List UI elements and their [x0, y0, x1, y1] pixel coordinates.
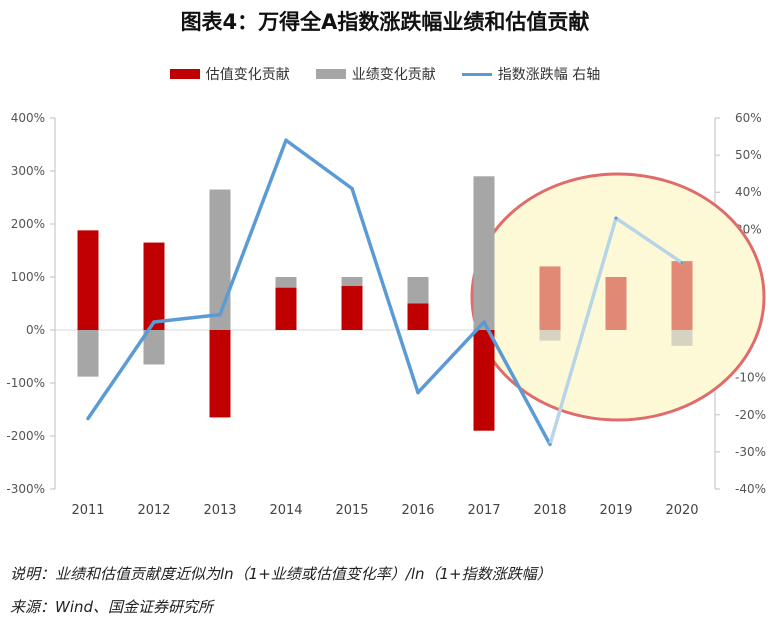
left-tick-label: 300%	[11, 164, 45, 178]
legend-item-earnings: 业绩变化贡献	[315, 64, 436, 84]
bar-earnings	[473, 176, 495, 330]
index-point	[680, 261, 684, 265]
legend: 估值变化贡献 业绩变化贡献 指数涨跌幅 右轴	[0, 64, 770, 84]
bar-valuation	[407, 303, 429, 330]
index-line-segment	[350, 186, 420, 395]
index-point	[350, 186, 354, 190]
index-line-segment	[152, 312, 222, 324]
index-point	[614, 216, 618, 220]
bar-valuation	[275, 287, 297, 330]
bar-earnings	[341, 277, 363, 287]
chart-source: 来源：Wind、国金证券研究所	[10, 598, 214, 616]
left-tick-label: 100%	[11, 270, 45, 284]
left-tick-label: -200%	[6, 429, 45, 443]
highlight-ellipse	[470, 172, 766, 422]
x-tick-label: 2017	[467, 503, 500, 518]
legend-item-index: 指数涨跌幅 右轴	[461, 64, 601, 84]
right-tick-label: -20%	[735, 408, 766, 422]
bar-earnings	[275, 277, 297, 288]
x-tick-label: 2016	[401, 503, 434, 518]
right-tick-label: -30%	[735, 445, 766, 459]
bar-valuation	[605, 277, 627, 330]
bar-valuation	[77, 230, 99, 330]
left-tick-label: 400%	[11, 111, 45, 125]
bar-valuation	[473, 330, 495, 431]
left-tick-label: -100%	[6, 376, 45, 390]
index-line-segment	[614, 216, 684, 265]
bar-earnings	[77, 330, 99, 377]
right-tick-label: -40%	[735, 482, 766, 496]
index-line-segment	[218, 138, 288, 317]
bar-valuation	[539, 266, 561, 330]
legend-label-index: 指数涨跌幅 右轴	[497, 67, 601, 83]
index-point	[482, 320, 486, 324]
x-tick-label: 2020	[665, 503, 698, 518]
index-line-segment	[482, 320, 552, 447]
index-point	[152, 320, 156, 324]
legend-label-earnings: 业绩变化贡献	[351, 67, 436, 83]
x-tick-label: 2018	[533, 503, 566, 518]
legend-swatch-valuation	[169, 69, 200, 79]
bar-earnings	[671, 330, 693, 346]
x-tick-label: 2019	[599, 503, 632, 518]
left-tick-label: 200%	[11, 217, 45, 231]
index-line-segment	[548, 216, 618, 447]
index-line-segment	[416, 320, 486, 395]
bar-earnings	[143, 330, 165, 365]
index-line-segment	[86, 320, 156, 421]
bar-earnings	[209, 189, 231, 330]
left-tick-label: -300%	[6, 482, 45, 496]
index-point	[218, 313, 222, 317]
right-tick-label: 50%	[735, 148, 762, 162]
bar-valuation	[143, 242, 165, 330]
index-point	[284, 138, 288, 142]
index-point	[416, 391, 420, 395]
index-point	[548, 442, 552, 446]
bar-valuation	[341, 286, 363, 330]
bar-earnings	[539, 330, 561, 341]
right-tick-label: 40%	[735, 185, 762, 199]
x-tick-label: 2011	[71, 503, 104, 518]
right-tick-label: 60%	[735, 111, 762, 125]
chart-title: 图表4：万得全A指数涨跌幅业绩和估值贡献	[180, 10, 590, 34]
left-tick-label: 0%	[26, 323, 45, 337]
bar-valuation	[671, 261, 693, 330]
index-line-segment	[284, 138, 354, 191]
bar-valuation	[209, 330, 231, 418]
legend-item-valuation: 估值变化贡献	[169, 64, 290, 84]
index-point	[86, 417, 90, 421]
legend-swatch-index	[461, 72, 492, 76]
x-tick-label: 2013	[203, 503, 236, 518]
chart-note: 说明：业绩和估值贡献度近似为ln（1+业绩或估值变化率）/ln（1+指数涨跌幅）	[10, 565, 552, 583]
x-tick-label: 2015	[335, 503, 368, 518]
legend-swatch-earnings	[315, 69, 346, 79]
legend-label-valuation: 估值变化贡献	[205, 67, 290, 83]
x-tick-label: 2012	[137, 503, 170, 518]
x-tick-label: 2014	[269, 503, 302, 518]
bar-earnings	[407, 277, 429, 304]
right-tick-label: -10%	[735, 371, 766, 385]
